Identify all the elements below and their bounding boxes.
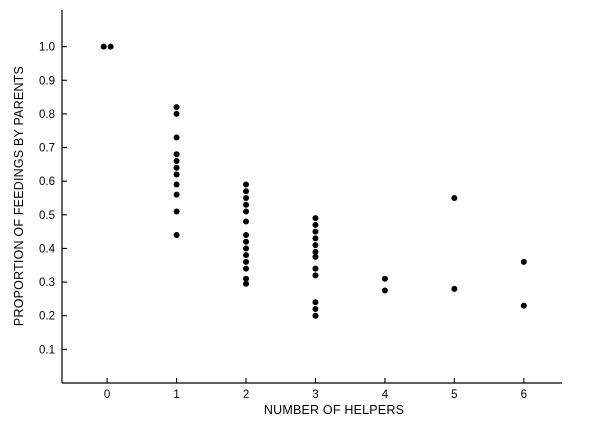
data-point xyxy=(173,151,180,158)
data-point xyxy=(312,265,319,272)
data-point xyxy=(173,208,180,215)
data-point xyxy=(312,306,319,312)
y-tick-label: 0.3 xyxy=(39,277,55,289)
data-point xyxy=(312,228,319,235)
y-tick-label: 0.4 xyxy=(39,243,56,255)
data-point xyxy=(173,181,180,188)
y-tick-label: 0.2 xyxy=(39,311,55,323)
data-point xyxy=(173,158,180,164)
data-point xyxy=(173,164,180,171)
x-axis-ticks: 0 1 2 3 4 5 6 xyxy=(104,378,527,401)
data-point xyxy=(243,232,250,238)
data-point xyxy=(243,265,250,272)
data-point xyxy=(173,104,180,111)
data-point xyxy=(312,221,319,228)
data-point xyxy=(312,253,319,260)
data-point xyxy=(312,242,319,249)
data-points xyxy=(100,43,527,319)
data-point xyxy=(173,191,180,198)
y-axis-label: PROPORTION OF FEEDINGS BY PARENTS xyxy=(12,66,26,326)
y-tick-label: 0.7 xyxy=(39,143,55,155)
x-tick-label: 3 xyxy=(312,389,318,401)
data-point xyxy=(243,252,250,259)
data-point xyxy=(173,110,180,117)
data-point xyxy=(100,43,107,50)
data-point xyxy=(243,258,250,265)
data-point xyxy=(312,272,319,279)
data-point xyxy=(107,43,114,50)
x-axis-label: NUMBER OF HELPERS xyxy=(264,403,404,417)
x-tick-label: 6 xyxy=(521,389,527,401)
data-point xyxy=(451,195,458,201)
data-point xyxy=(243,245,250,252)
y-tick-label: 0.8 xyxy=(39,109,55,121)
data-point xyxy=(520,258,527,265)
data-point xyxy=(381,275,388,282)
y-axis-ticks: 0.1 0.2 0.3 0.4 0.5 0.6 0.7 0.8 0.9 1.0 xyxy=(39,42,67,356)
data-point xyxy=(243,275,250,282)
data-point xyxy=(451,285,458,292)
data-point xyxy=(312,235,319,242)
data-point xyxy=(243,201,250,208)
data-point xyxy=(312,312,319,319)
y-tick-label: 1.0 xyxy=(39,42,55,54)
data-point xyxy=(243,195,250,201)
y-tick-label: 0.1 xyxy=(39,344,55,356)
data-point xyxy=(312,215,319,222)
x-tick-label: 4 xyxy=(382,389,389,401)
data-point xyxy=(243,208,250,215)
x-tick-label: 2 xyxy=(243,389,249,401)
data-point xyxy=(243,280,250,287)
x-tick-label: 5 xyxy=(451,389,457,401)
data-point xyxy=(173,134,180,141)
data-point xyxy=(520,302,527,309)
data-point xyxy=(312,248,319,255)
data-point xyxy=(173,232,180,238)
data-point xyxy=(381,287,388,294)
data-point xyxy=(243,188,250,195)
x-tick-label: 1 xyxy=(173,389,179,401)
data-point xyxy=(243,218,250,225)
x-tick-label: 0 xyxy=(104,389,110,401)
axes xyxy=(61,10,562,384)
y-tick-label: 0.9 xyxy=(39,75,55,87)
y-tick-label: 0.6 xyxy=(39,176,55,188)
y-tick-label: 0.5 xyxy=(39,210,55,222)
data-point xyxy=(312,299,319,306)
data-point xyxy=(243,181,250,188)
data-point xyxy=(173,171,180,178)
data-point xyxy=(243,238,250,245)
